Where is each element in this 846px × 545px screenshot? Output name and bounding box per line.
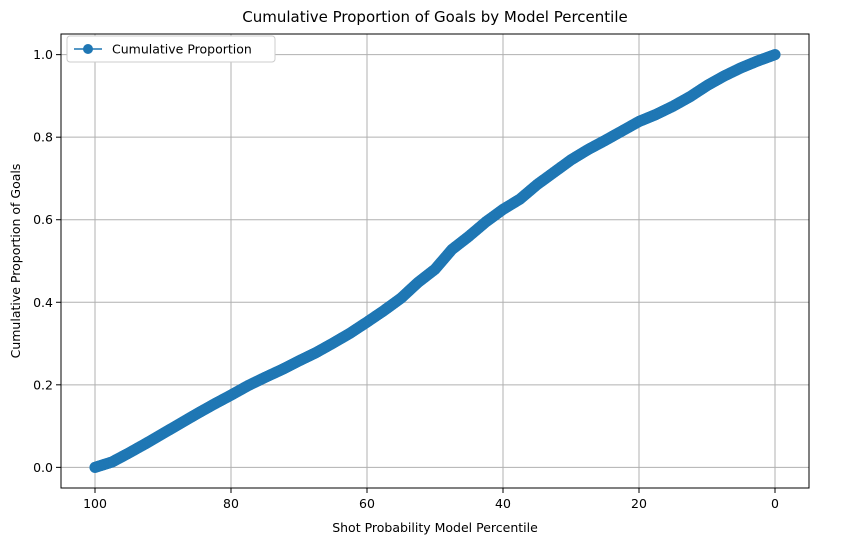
y-tick-label: 0.0	[33, 460, 53, 475]
y-axis: 0.0 0.2 0.4 0.6 0.8 1.0	[33, 47, 61, 475]
y-tick-label: 0.4	[33, 295, 53, 310]
x-tick-label: 60	[359, 496, 375, 511]
legend-label: Cumulative Proportion	[112, 42, 252, 57]
chart-title: Cumulative Proportion of Goals by Model …	[242, 8, 628, 26]
y-axis-label: Cumulative Proportion of Goals	[8, 164, 23, 359]
x-tick-label: 40	[495, 496, 511, 511]
legend: Cumulative Proportion	[66, 35, 276, 63]
x-tick-label: 20	[631, 496, 647, 511]
x-tick-label: 80	[223, 496, 239, 511]
plot-frame	[60, 33, 810, 489]
legend-box	[66, 35, 276, 63]
x-tick-label: 100	[83, 496, 107, 511]
data-point	[769, 49, 781, 61]
y-tick-label: 0.2	[33, 377, 53, 392]
series-layer	[89, 49, 781, 473]
legend-marker	[83, 44, 93, 54]
x-axis: 100 80 60 40 20 0	[83, 488, 779, 511]
y-tick-label: 0.8	[33, 130, 53, 145]
y-tick-label: 1.0	[33, 47, 53, 62]
x-axis-label: Shot Probability Model Percentile	[332, 520, 538, 535]
y-tick-label: 0.6	[33, 212, 53, 227]
x-tick-label: 0	[771, 496, 779, 511]
